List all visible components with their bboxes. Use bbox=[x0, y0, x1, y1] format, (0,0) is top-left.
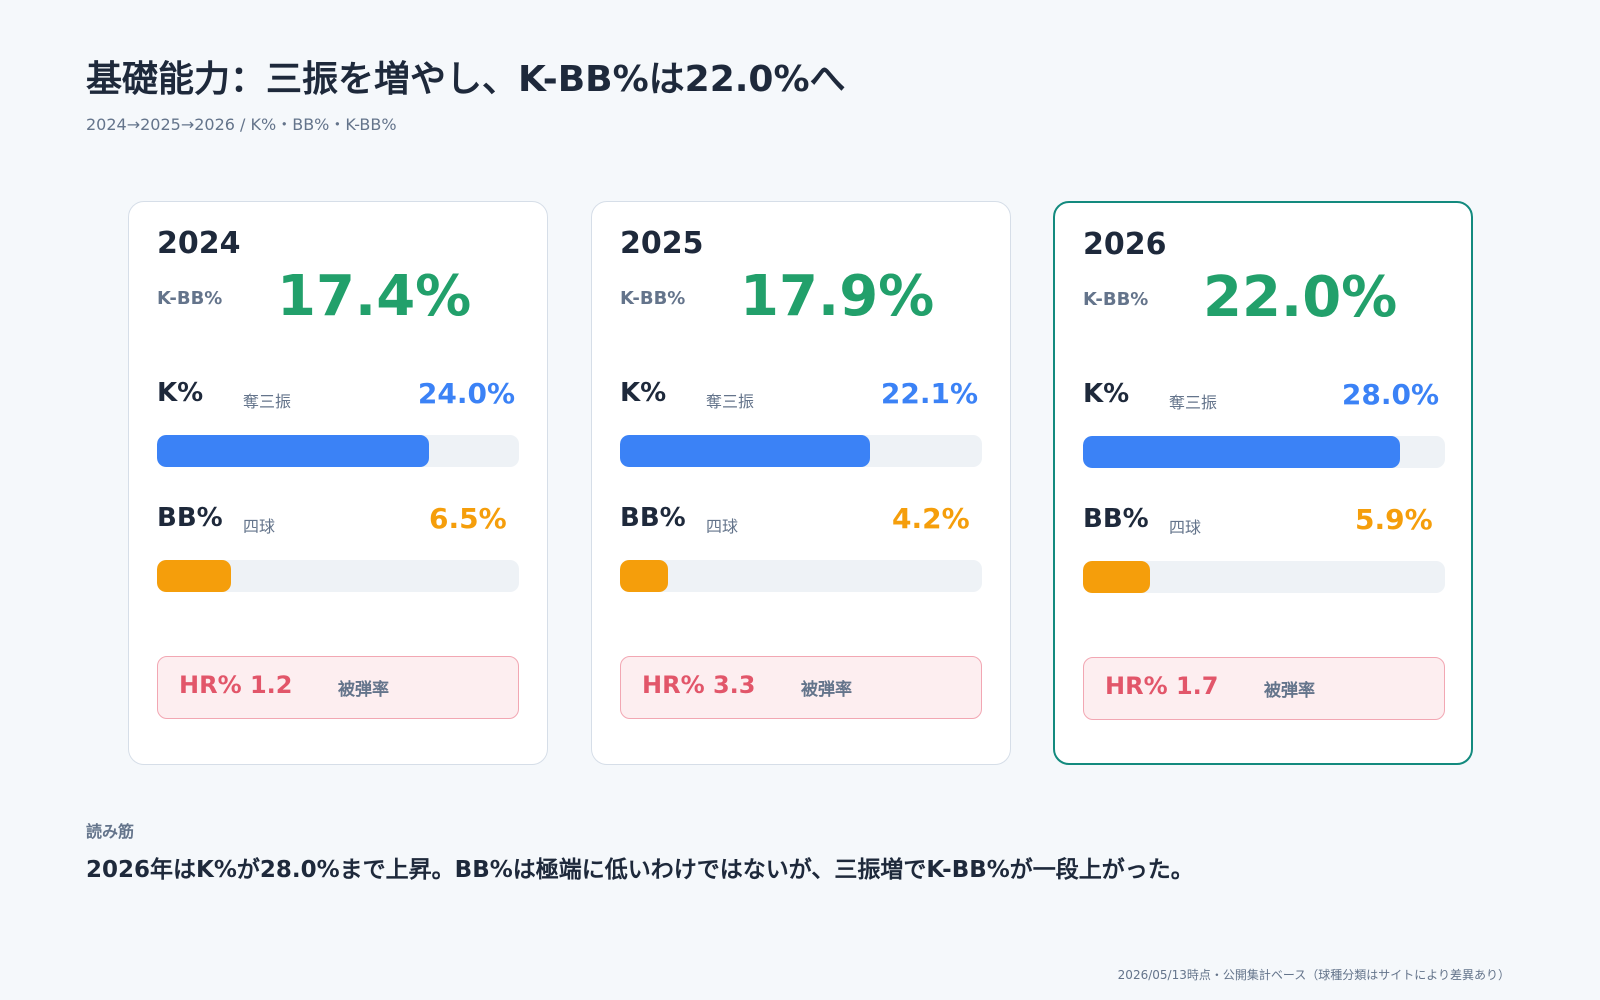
hr-box: HR% 1.7 被弾率 bbox=[1083, 657, 1445, 720]
bb-sub-label: 四球 bbox=[243, 517, 276, 536]
card-year: 2025 bbox=[620, 226, 704, 261]
bb-label: BB% bbox=[1083, 504, 1149, 534]
page-title: 基礎能力：三振を増やし、K-BB%は22.0%へ bbox=[86, 59, 846, 100]
bb-sub-label: 四球 bbox=[706, 517, 739, 536]
bb-value: 5.9% bbox=[1355, 503, 1433, 536]
card-year: 2024 bbox=[157, 226, 241, 261]
year-card-2024: 2024 K-BB% 17.4% K% 奪三振 24.0% BB% 四球 6.5… bbox=[128, 201, 548, 765]
kbb-value: 17.9% bbox=[740, 264, 935, 329]
bb-bar-track bbox=[620, 560, 982, 592]
kbb-label: K-BB% bbox=[620, 288, 686, 309]
bb-bar-track bbox=[1083, 561, 1445, 593]
bb-bar bbox=[157, 560, 231, 592]
k-sub-label: 奪三振 bbox=[1169, 393, 1218, 412]
k-value: 22.1% bbox=[880, 377, 978, 410]
k-sub-label: 奪三振 bbox=[243, 392, 292, 411]
card-year: 2026 bbox=[1083, 227, 1167, 262]
bb-bar bbox=[1083, 561, 1150, 593]
kbb-value: 22.0% bbox=[1203, 265, 1398, 330]
k-label: K% bbox=[157, 378, 204, 408]
bb-bar-track bbox=[157, 560, 519, 592]
bb-value: 4.2% bbox=[892, 502, 970, 535]
k-bar-track bbox=[1083, 436, 1445, 468]
kbb-label: K-BB% bbox=[1083, 289, 1149, 310]
k-label: K% bbox=[620, 378, 667, 408]
hr-value: HR% 1.7 bbox=[1105, 672, 1219, 700]
footer-note: 2026/05/13時点・公開集計ベース（球種分類はサイトにより差異あり） bbox=[1117, 968, 1510, 982]
k-value: 28.0% bbox=[1341, 378, 1439, 411]
k-bar bbox=[620, 435, 870, 467]
page-subtitle: 2024→2025→2026 / K%・BB%・K-BB% bbox=[86, 115, 397, 134]
bb-sub-label: 四球 bbox=[1169, 518, 1202, 537]
kbb-label: K-BB% bbox=[157, 288, 223, 309]
k-bar bbox=[157, 435, 429, 467]
hr-box: HR% 3.3 被弾率 bbox=[620, 656, 982, 719]
bb-value: 6.5% bbox=[429, 502, 507, 535]
hr-value: HR% 3.3 bbox=[642, 671, 756, 699]
hr-label: 被弾率 bbox=[338, 680, 389, 700]
k-label: K% bbox=[1083, 379, 1130, 409]
hr-label: 被弾率 bbox=[1264, 681, 1315, 701]
hr-box: HR% 1.2 被弾率 bbox=[157, 656, 519, 719]
year-card-2025: 2025 K-BB% 17.9% K% 奪三振 22.1% BB% 四球 4.2… bbox=[591, 201, 1011, 765]
hr-label: 被弾率 bbox=[801, 680, 852, 700]
k-bar-track bbox=[157, 435, 519, 467]
bb-bar bbox=[620, 560, 668, 592]
kbb-value: 17.4% bbox=[277, 264, 472, 329]
note-text: 2026年はK%が28.0%まで上昇。BB%は極端に低いわけではないが、三振増で… bbox=[86, 857, 1194, 883]
hr-value: HR% 1.2 bbox=[179, 671, 293, 699]
k-value: 24.0% bbox=[417, 377, 515, 410]
year-card-2026: 2026 K-BB% 22.0% K% 奪三振 28.0% BB% 四球 5.9… bbox=[1053, 201, 1473, 765]
bb-label: BB% bbox=[620, 503, 686, 533]
k-bar bbox=[1083, 436, 1400, 468]
note-label: 読み筋 bbox=[86, 822, 135, 841]
bb-label: BB% bbox=[157, 503, 223, 533]
k-bar-track bbox=[620, 435, 982, 467]
k-sub-label: 奪三振 bbox=[706, 392, 755, 411]
